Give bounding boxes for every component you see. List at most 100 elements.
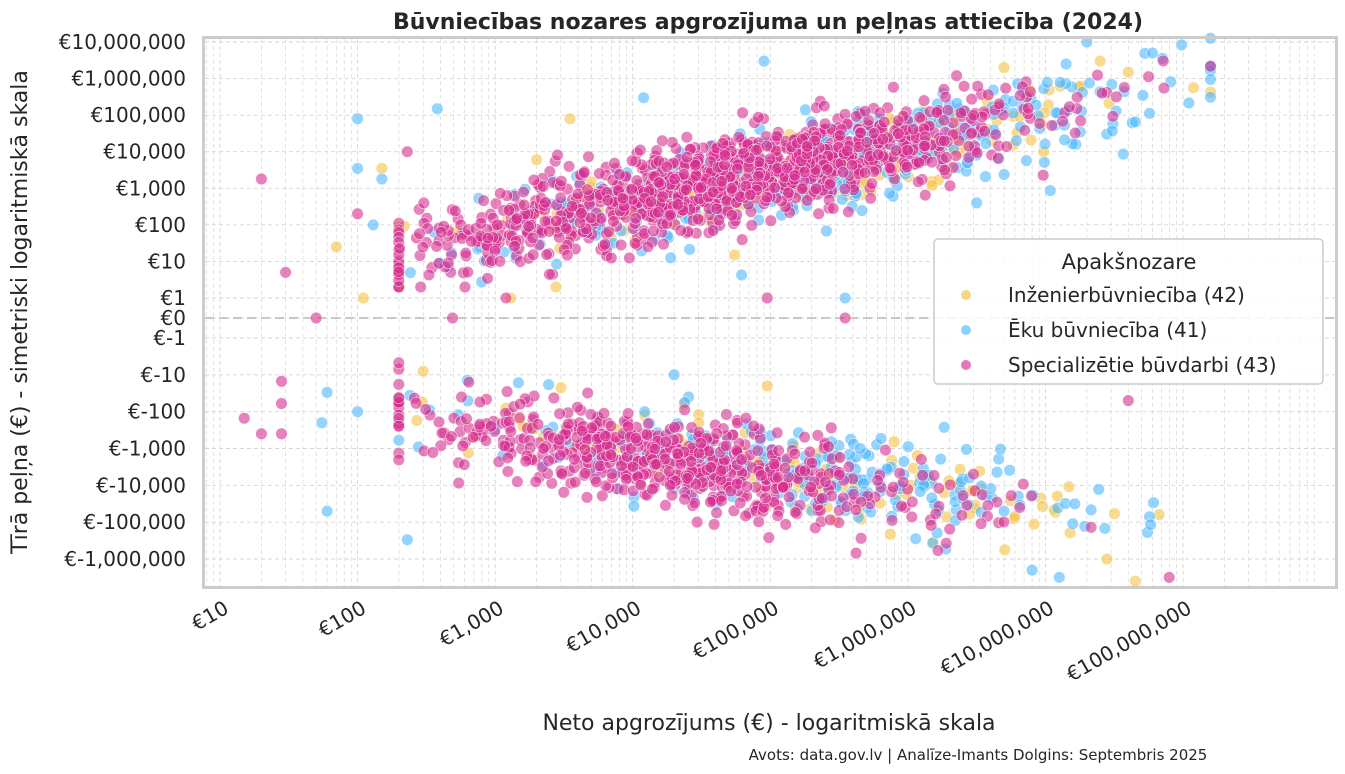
y-tick-label: €10,000,000 <box>59 30 186 54</box>
point-specializetie <box>816 492 829 505</box>
point-specializetie <box>778 462 792 475</box>
point-inzenierbuvnieciba <box>1036 500 1049 513</box>
point-specializetie <box>681 472 694 485</box>
point-specializetie <box>739 412 753 425</box>
point-specializetie <box>517 185 530 199</box>
point-specializetie <box>779 518 792 531</box>
point-specializetie <box>768 181 781 194</box>
point-specializetie <box>740 480 754 493</box>
point-specializetie <box>892 127 905 140</box>
point-specializetie <box>845 159 859 172</box>
point-specializetie <box>542 454 555 467</box>
point-specializetie <box>710 202 723 215</box>
point-eku <box>321 386 334 399</box>
point-specializetie <box>442 256 455 270</box>
point-eku <box>1020 154 1033 167</box>
point-specializetie <box>485 420 498 433</box>
plot-frame <box>202 36 1338 589</box>
point-specializetie <box>725 182 738 195</box>
point-specializetie <box>1142 70 1155 83</box>
point-specializetie <box>601 194 614 207</box>
point-inzenierbuvnieciba <box>530 153 543 166</box>
point-specializetie <box>887 481 900 494</box>
point-eku <box>1098 522 1111 535</box>
point-specializetie <box>879 444 892 457</box>
point-specializetie <box>992 152 1005 165</box>
point-eku <box>853 442 867 455</box>
point-specializetie <box>513 398 527 411</box>
point-specializetie <box>554 449 567 462</box>
point-eku <box>902 440 915 453</box>
point-eku <box>683 243 696 256</box>
point-specializetie <box>938 164 951 177</box>
point-specializetie <box>1084 521 1098 534</box>
point-specializetie <box>582 150 595 163</box>
point-specializetie <box>859 105 872 118</box>
point-specializetie <box>435 226 448 239</box>
point-specializetie <box>502 204 516 217</box>
y-tick-label: €10,000 <box>103 140 186 164</box>
point-specializetie <box>479 434 493 447</box>
point-specializetie <box>950 69 963 82</box>
point-eku <box>1068 497 1081 511</box>
point-inzenierbuvnieciba <box>925 179 939 192</box>
point-specializetie <box>518 198 531 212</box>
point-specializetie <box>833 129 847 142</box>
point-eku <box>627 500 641 513</box>
point-specializetie <box>876 133 889 146</box>
point-specializetie <box>760 191 773 204</box>
point-specializetie <box>943 179 957 192</box>
point-eku <box>938 421 951 434</box>
point-specializetie <box>782 186 795 199</box>
legend-label-specializetie-buvdarbi: Specializētie būvdarbi (43) <box>1008 353 1277 377</box>
point-specializetie <box>752 170 765 183</box>
point-specializetie <box>577 166 591 179</box>
point-specializetie <box>474 217 488 230</box>
point-eku <box>1136 89 1149 102</box>
point-specializetie <box>621 407 635 420</box>
source-note: Avots: data.gov.lv | Analīze-Imants Dolg… <box>749 746 1208 764</box>
point-specializetie <box>561 249 574 262</box>
point-eku <box>1058 133 1071 146</box>
point-specializetie <box>238 412 251 425</box>
point-specializetie <box>445 430 458 443</box>
point-specializetie <box>656 134 669 147</box>
point-specializetie <box>449 204 462 218</box>
point-eku <box>1204 91 1217 104</box>
point-specializetie <box>811 429 824 442</box>
point-specializetie <box>540 248 553 261</box>
point-eku <box>1147 496 1160 509</box>
point-inzenierbuvnieciba <box>1024 134 1038 147</box>
point-specializetie <box>680 183 693 196</box>
point-eku <box>1144 518 1157 531</box>
point-specializetie <box>510 212 524 225</box>
point-specializetie <box>648 443 661 456</box>
point-specializetie <box>501 385 514 398</box>
point-specializetie <box>426 446 440 459</box>
point-specializetie <box>878 115 891 129</box>
point-eku <box>367 218 380 231</box>
point-specializetie <box>872 148 885 161</box>
point-specializetie <box>838 182 851 195</box>
point-specializetie <box>818 117 832 130</box>
point-specializetie <box>956 489 970 502</box>
point-specializetie <box>750 144 763 157</box>
point-specializetie <box>594 212 608 225</box>
point-specializetie <box>623 251 636 265</box>
point-specializetie <box>255 172 268 186</box>
legend-title: Apakšnozare <box>1062 250 1197 274</box>
point-specializetie <box>965 92 978 106</box>
point-specializetie <box>392 453 405 466</box>
point-specializetie <box>434 439 447 452</box>
point-inzenierbuvnieciba <box>1100 552 1113 566</box>
point-specializetie <box>498 440 511 453</box>
point-specializetie <box>739 509 752 523</box>
point-specializetie <box>710 427 723 440</box>
point-specializetie <box>1037 169 1050 182</box>
point-specializetie <box>755 469 768 482</box>
point-eku <box>914 485 927 498</box>
point-specializetie <box>867 127 881 140</box>
point-specializetie <box>392 420 405 433</box>
point-specializetie <box>646 483 659 496</box>
point-specializetie <box>508 240 521 253</box>
